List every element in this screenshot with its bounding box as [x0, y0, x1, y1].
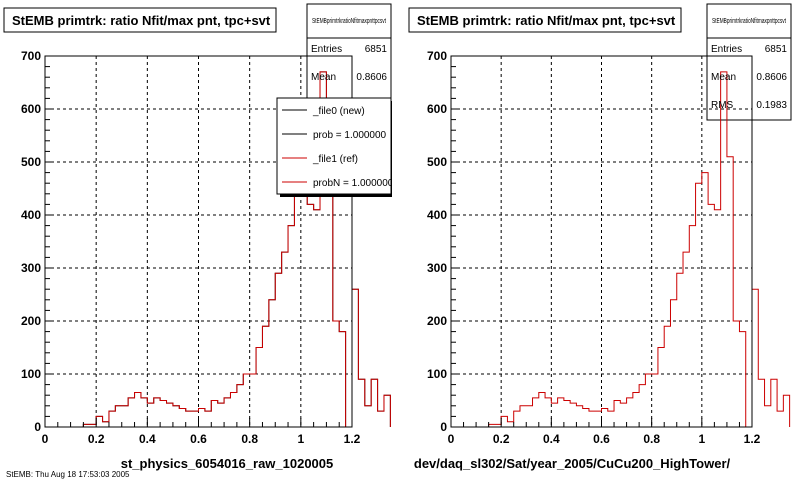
- left-legend: _file0 (new) prob = 1.000000 _file1 (ref) p…: [276, 97, 394, 197]
- y-tick-label: 300: [21, 261, 41, 275]
- right-chart-title: StEMB primtrk: ratio Nfit/max pnt, tpc+s…: [417, 13, 676, 28]
- x-tick-label: 1.2: [344, 432, 361, 446]
- y-tick-label: 400: [21, 208, 41, 222]
- stats-value-entries: 6851: [765, 44, 788, 55]
- left-title-box: [3, 7, 277, 33]
- y-tick-label: 600: [21, 102, 41, 116]
- x-tick-label: 1.2: [744, 432, 761, 446]
- stats-label-rms: RMS: [711, 100, 734, 111]
- y-tick-label: 700: [21, 49, 41, 63]
- y-tick-label: 200: [21, 314, 41, 328]
- y-tick-label: 600: [427, 102, 447, 116]
- y-tick-label: 400: [427, 208, 447, 222]
- right-plot-area: 0 0.2 0.4 0.6 0.8 1 1.2 0 100 200 300 400 500 600 700: [427, 49, 791, 446]
- stats-value-rms: 0.1983: [756, 100, 787, 111]
- legend-entry-label: _file1 (ref): [312, 154, 358, 165]
- left-chart-title: StEMB primtrk: ratio Nfit/max pnt, tpc+s…: [12, 13, 271, 28]
- x-tick-label: 0.6: [190, 432, 207, 446]
- right-histogram-pad: StEMB primtrk: ratio Nfit/max pnt, tpc+s…: [408, 3, 792, 471]
- histogram-series-ref: [451, 71, 791, 428]
- stats-label-mean: Mean: [311, 72, 336, 83]
- footer-timestamp: StEMB: Thu Aug 18 17:53:03 2005: [6, 470, 130, 479]
- x-tick-label: 0.8: [241, 432, 258, 446]
- stats-label-entries: Entries: [311, 44, 342, 55]
- legend-entry-label: probN = 1.000000: [313, 178, 394, 189]
- right-x-axis-label: dev/daq_sl302/Sat/year_2005/CuCu200_High…: [414, 456, 731, 471]
- stats-value-mean: 0.8606: [356, 72, 387, 83]
- y-tick-label: 700: [427, 49, 447, 63]
- x-tick-label: 0.2: [88, 432, 105, 446]
- left-histogram-pad: StEMB primtrk: ratio Nfit/max pnt, tpc+s…: [3, 3, 394, 471]
- right-title-box: [408, 7, 682, 33]
- y-tick-label: 0: [440, 420, 447, 434]
- x-tick-label: 1: [698, 432, 705, 446]
- x-tick-label: 0: [42, 432, 49, 446]
- left-x-axis-label: st_physics_6054016_raw_1020005: [121, 456, 334, 471]
- x-tick-label: 0: [448, 432, 455, 446]
- x-tick-label: 0.4: [139, 432, 156, 446]
- x-tick-label: 0.2: [493, 432, 510, 446]
- stats-label-mean: Mean: [711, 72, 736, 83]
- x-tick-label: 0.8: [643, 432, 660, 446]
- y-tick-label: 300: [427, 261, 447, 275]
- y-tick-label: 200: [427, 314, 447, 328]
- stats-value-mean: 0.8606: [756, 72, 787, 83]
- y-tick-label: 0: [34, 420, 41, 434]
- stats-value-entries: 6851: [365, 44, 388, 55]
- legend-box: [276, 97, 392, 195]
- x-tick-label: 0.4: [543, 432, 560, 446]
- histogram-series-ref: [45, 71, 391, 428]
- x-tick-label: 1: [297, 432, 304, 446]
- y-tick-label: 100: [21, 367, 41, 381]
- y-tick-label: 500: [427, 155, 447, 169]
- legend-entry-label: prob = 1.000000: [313, 130, 387, 141]
- x-tick-label: 0.6: [593, 432, 610, 446]
- right-stats-name: StEMBprimtrkratioNfitmaxpnttpcsvt: [712, 18, 786, 25]
- left-stats-name: StEMBprimtrkratioNfitmaxpnttpcsvt: [312, 18, 386, 25]
- y-tick-label: 100: [427, 367, 447, 381]
- y-tick-label: 500: [21, 155, 41, 169]
- stats-label-entries: Entries: [711, 44, 742, 55]
- legend-entry-label: _file0 (new): [312, 106, 365, 117]
